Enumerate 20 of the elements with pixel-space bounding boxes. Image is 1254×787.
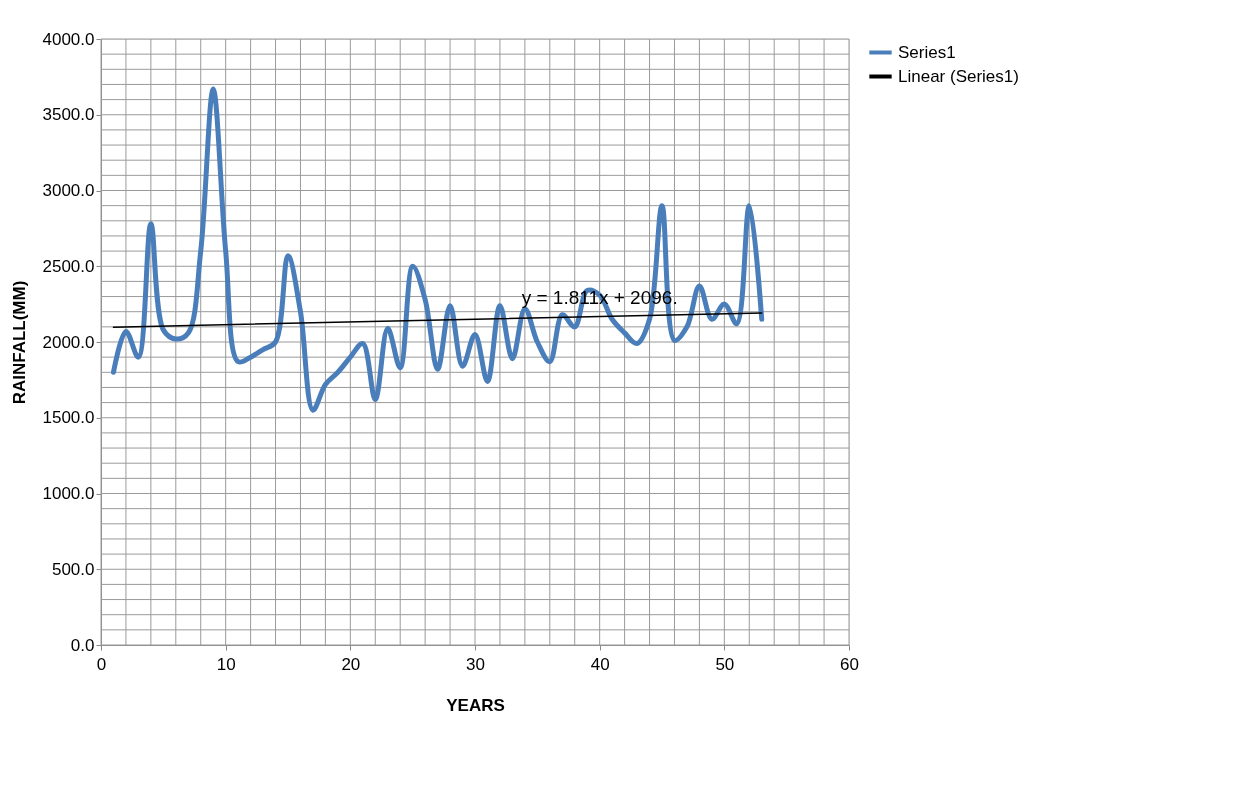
y-tick-label: 3000.0 (42, 181, 95, 200)
x-tick-label: 40 (590, 654, 610, 674)
y-tick-label: 4000.0 (42, 29, 95, 49)
y-tick-label: 3500.0 (42, 105, 95, 125)
x-tick-label: 60 (840, 654, 859, 674)
y-tick-label: 1000.0 (42, 484, 95, 503)
y-tick-label: 1500.0 (42, 408, 95, 428)
x-tick-label: 30 (466, 654, 485, 674)
y-tick-label: 2000.0 (42, 332, 95, 352)
x-tick-label: 20 (341, 654, 361, 674)
y-tick-label: 500.0 (51, 559, 95, 579)
legend-label: Series1 (898, 42, 956, 62)
y-tick-label: 0.0 (70, 635, 95, 655)
x-axis-title: YEARS (446, 695, 505, 715)
y-tick-label: 2500.0 (42, 256, 95, 276)
x-tick-label: 10 (216, 654, 236, 674)
legend-label: Linear (Series1) (898, 66, 1019, 86)
y-axis-title: RAINFALL(MM) (9, 280, 29, 405)
x-tick-label: 50 (715, 654, 735, 674)
x-tick-label: 0 (96, 654, 107, 674)
